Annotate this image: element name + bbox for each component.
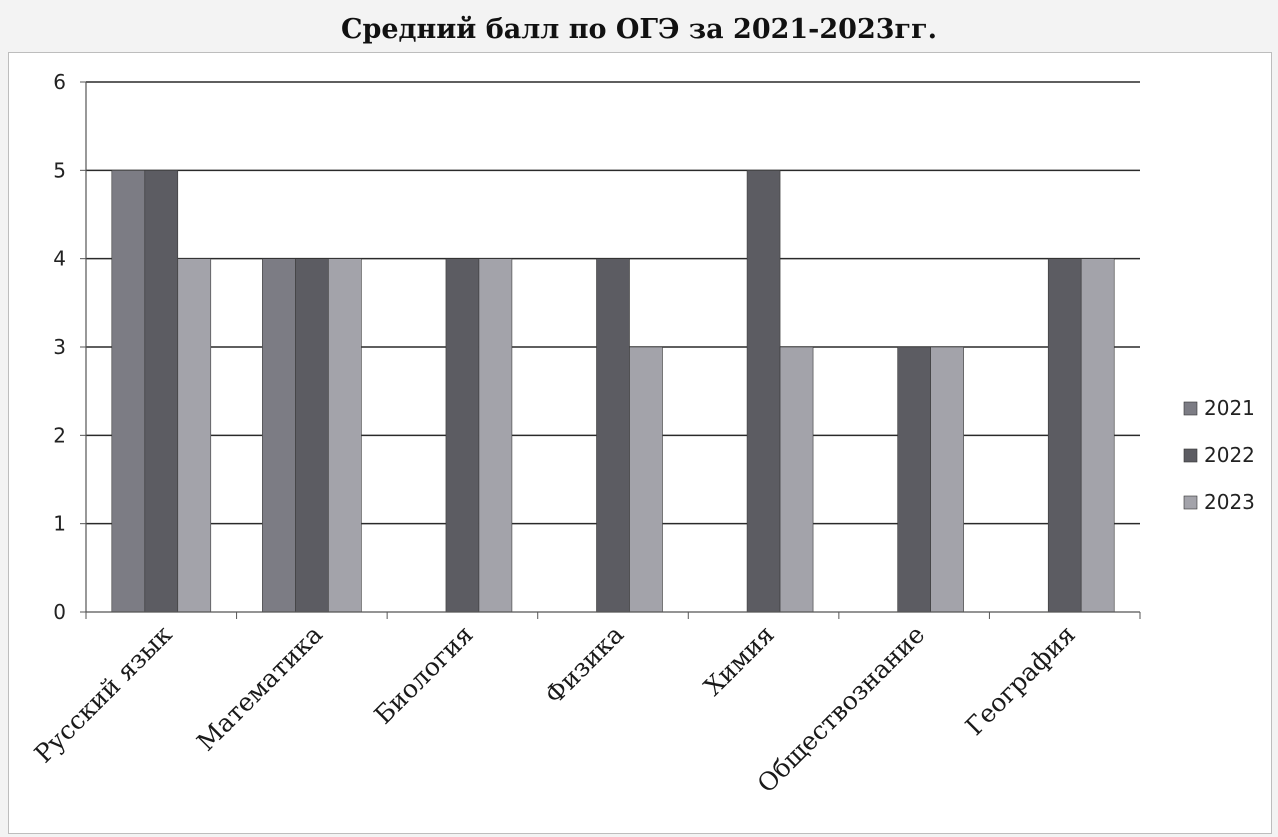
legend-label-2021: 2021 [1204, 396, 1255, 420]
y-tick-label: 3 [53, 335, 66, 359]
bar-2022 [295, 258, 329, 613]
bar-2023 [1080, 258, 1115, 613]
chart-title: Средний балл по ОГЭ за 2021-2023гг. [340, 14, 938, 45]
bar-2023 [328, 258, 362, 613]
legend-swatch-2023 [1183, 495, 1198, 510]
y-tick-label: 6 [53, 70, 66, 94]
bar-2021 [262, 258, 296, 613]
y-tick-label: 0 [53, 600, 66, 624]
x-tick-label: Математика [191, 620, 328, 757]
bar-2023 [478, 258, 513, 613]
bar-2023 [629, 346, 663, 613]
legend-label-2023: 2023 [1204, 490, 1255, 514]
bars [111, 170, 1115, 613]
x-tick-label: Обществознание [752, 620, 931, 799]
y-tick-label: 2 [53, 423, 66, 447]
y-tick-label: 4 [53, 247, 66, 271]
bar-2022 [1047, 258, 1082, 613]
bar-2023 [930, 346, 964, 613]
x-tick-label: География [960, 620, 1081, 741]
bar-2022 [746, 170, 781, 613]
x-tick-label: Физика [539, 620, 629, 710]
bar-2021 [111, 170, 146, 613]
legend: 2021 2022 2023 [1183, 396, 1255, 514]
x-tick-label: Химия [698, 620, 780, 702]
y-tick-label: 5 [53, 158, 66, 182]
bar-2022 [596, 258, 630, 613]
x-tick-label: Русский язык [29, 619, 178, 768]
bar-2022 [144, 170, 179, 613]
legend-swatch-2022 [1183, 448, 1198, 463]
bar-2022 [897, 346, 931, 613]
bar-2023 [177, 258, 212, 613]
legend-swatch-2021 [1183, 401, 1198, 416]
legend-label-2022: 2022 [1204, 443, 1255, 467]
bar-2022 [445, 258, 480, 613]
bar-2023 [779, 346, 814, 613]
x-tick-label: Биология [369, 620, 479, 730]
y-tick-label: 1 [53, 512, 66, 536]
